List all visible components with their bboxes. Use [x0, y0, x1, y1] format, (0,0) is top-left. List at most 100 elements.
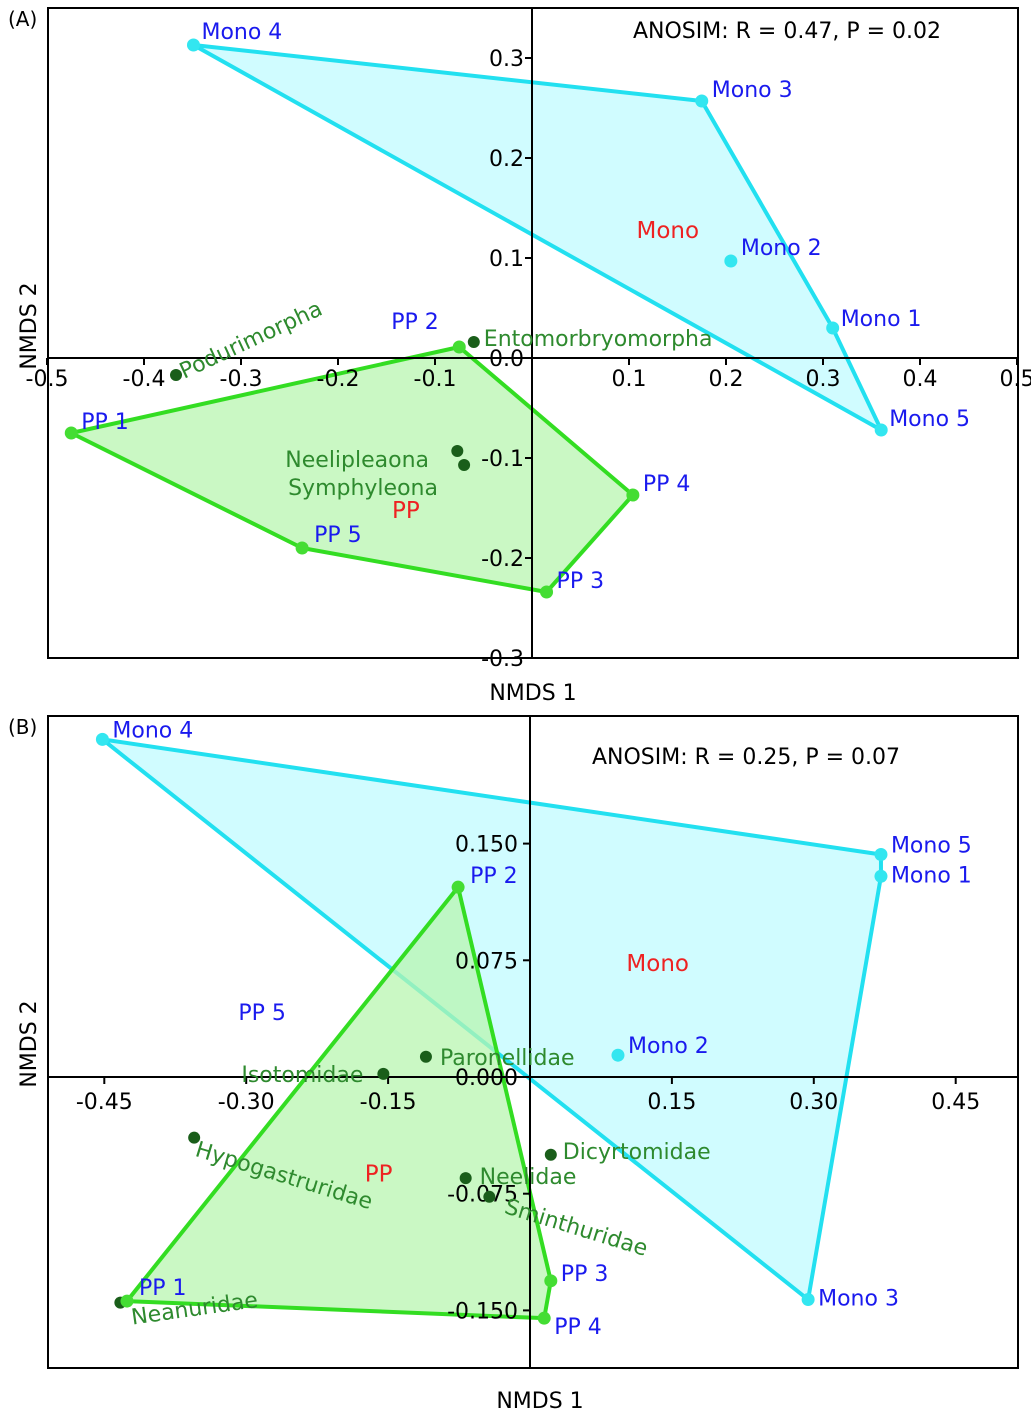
- sample-label: PP 3: [557, 569, 605, 594]
- x-tick-label: 0.45: [931, 1090, 980, 1115]
- taxon-point: [451, 445, 464, 457]
- sample-point: [874, 847, 888, 861]
- sample-label: PP 2: [391, 310, 439, 335]
- taxon-point: [467, 336, 480, 348]
- x-tick-label: 0.3: [806, 367, 841, 392]
- x-tick-label: 0.2: [709, 367, 744, 392]
- sample-label: Mono 5: [891, 833, 972, 858]
- plot-frame: [47, 715, 1019, 1369]
- sample-point: [537, 1311, 551, 1325]
- taxon-label: Dicyrtomidae: [563, 1140, 711, 1165]
- sample-label: Mono 5: [889, 407, 970, 432]
- y-axis-title: NMDS 2: [17, 282, 42, 369]
- panel-b: -0.45 -0.30 -0.15 0.15 0.30 0.45 -0.150 -0.075 0…: [8, 715, 1019, 1413]
- sample-label: Mono 2: [741, 236, 822, 261]
- sample-label: Mono 3: [818, 1287, 899, 1312]
- taxon-label: Entomorbryomorpha: [484, 327, 713, 352]
- taxon-point: [377, 1067, 390, 1080]
- y-tick-label: -0.2: [481, 547, 524, 572]
- panel-label: (B): [8, 715, 37, 739]
- x-tick-label: -0.5: [26, 367, 69, 392]
- panel-a: -0.5 -0.4 -0.3 -0.2 -0.1 0.1 0.2 0.3 0.4 0.5 -0.3 -…: [8, 7, 1031, 706]
- sample-point: [544, 1274, 558, 1288]
- sample-point: [451, 880, 465, 894]
- taxon-label: Symphyleona: [288, 476, 438, 501]
- group-label-pp: PP: [365, 1161, 393, 1187]
- sample-point: [874, 869, 888, 883]
- sample-label: Mono 1: [891, 863, 972, 888]
- x-tick-label: -0.45: [76, 1090, 133, 1115]
- x-tick-label: -0.3: [220, 367, 263, 392]
- taxon-point: [458, 459, 471, 471]
- y-tick-label: 0.150: [455, 833, 518, 858]
- sample-label: PP 1: [81, 410, 129, 435]
- y-axis-title: NMDS 2: [17, 1000, 42, 1087]
- panel-label: (A): [8, 7, 37, 31]
- sample-point: [120, 1294, 134, 1308]
- sample-label: PP 4: [554, 1315, 602, 1340]
- group-label-pp: PP: [392, 498, 420, 524]
- x-tick-label: -0.2: [317, 367, 360, 392]
- taxon-point: [483, 1190, 496, 1203]
- sample-label: PP 1: [139, 1276, 187, 1301]
- hull-pp: [69, 345, 635, 594]
- group-label-mono: Mono: [637, 218, 700, 244]
- sample-point: [186, 38, 200, 52]
- x-tick-label: -0.1: [414, 367, 457, 392]
- sample-point: [64, 426, 78, 440]
- group-label-mono: Mono: [626, 951, 689, 977]
- y-tick-label: 0.075: [455, 949, 518, 974]
- y-tick-label: -0.150: [447, 1299, 518, 1324]
- x-tick-label: -0.4: [123, 367, 166, 392]
- taxon-label: Paronellidae: [440, 1046, 575, 1071]
- x-tick-label: 0.5: [1000, 367, 1031, 392]
- taxon-label: Isotomidae: [241, 1063, 363, 1088]
- taxon-point: [459, 1172, 472, 1185]
- y-tick-label: 0.3: [489, 47, 524, 72]
- taxon-label: Neelipleaona: [285, 448, 429, 473]
- sample-label: Mono 1: [841, 307, 922, 332]
- anosim-annotation: ANOSIM: R = 0.25, P = 0.07: [592, 745, 900, 770]
- x-axis-title: NMDS 1: [489, 681, 576, 706]
- y-tick-label: 0.1: [489, 247, 524, 272]
- sample-label: Mono 3: [712, 78, 793, 103]
- y-tick-label: 0.0: [489, 347, 524, 372]
- sample-point: [874, 423, 888, 437]
- taxon-point: [188, 1131, 201, 1144]
- x-tick-label: 0.1: [612, 367, 647, 392]
- y-tick-label: -0.3: [481, 647, 524, 672]
- sample-point: [611, 1048, 625, 1062]
- sample-point: [801, 1293, 815, 1307]
- taxon-point: [544, 1148, 557, 1161]
- sample-label: PP 2: [470, 864, 518, 889]
- sample-point: [295, 541, 309, 555]
- taxon-point: [419, 1050, 432, 1063]
- x-axis-title: NMDS 1: [496, 1389, 583, 1413]
- sample-label: Mono 4: [201, 20, 282, 45]
- y-tick-label: 0.2: [489, 147, 524, 172]
- sample-point: [826, 321, 840, 335]
- sample-point: [724, 254, 738, 268]
- taxon-label: Neelidae: [480, 1165, 577, 1190]
- sample-label: Mono 2: [628, 1034, 709, 1059]
- sample-label: PP 5: [238, 1001, 286, 1026]
- sample-label: PP 5: [314, 523, 362, 548]
- sample-point: [452, 340, 466, 354]
- sample-label: PP 4: [643, 472, 691, 497]
- x-tick-label: -0.15: [360, 1090, 417, 1115]
- y-tick-label: 0.000: [455, 1066, 518, 1091]
- x-tick-label: 0.4: [903, 367, 938, 392]
- sample-point: [626, 488, 640, 502]
- x-tick-label: 0.15: [647, 1090, 696, 1115]
- sample-point: [695, 94, 709, 108]
- y-tick-label: -0.1: [481, 447, 524, 472]
- y-tick-label: -0.075: [447, 1183, 518, 1208]
- sample-label: PP 3: [561, 1262, 609, 1287]
- x-tick-label: 0.30: [789, 1090, 838, 1115]
- taxon-point: [170, 369, 183, 381]
- anosim-annotation: ANOSIM: R = 0.47, P = 0.02: [633, 19, 941, 44]
- x-tick-label: -0.30: [218, 1090, 275, 1115]
- sample-point: [95, 732, 109, 746]
- sample-label: Mono 4: [112, 718, 193, 743]
